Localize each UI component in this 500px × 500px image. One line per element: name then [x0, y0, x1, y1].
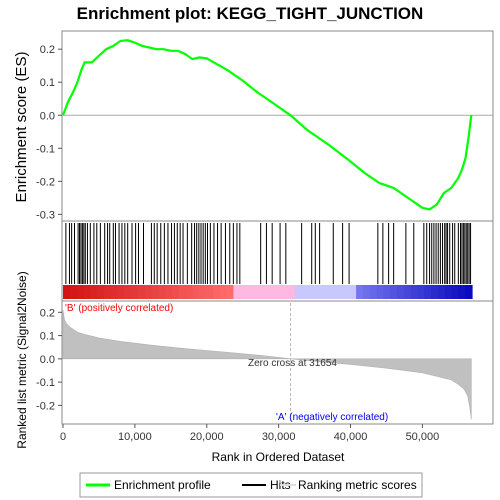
negative-correlation-label: 'A' (negatively correlated): [276, 412, 388, 423]
es-y-tick-label: -0.2: [36, 176, 55, 188]
color-bar-segment: [151, 285, 160, 299]
es-y-tick-label: -0.1: [36, 143, 55, 155]
color-bar-segment: [451, 285, 459, 299]
color-bar-segment: [212, 285, 221, 299]
es-y-tick-label: 0.2: [40, 44, 55, 56]
color-bar-segment: [281, 285, 289, 299]
color-bar-segment: [301, 285, 309, 299]
color-bar-segment: [226, 285, 235, 299]
metric-y-tick-label: -0.1: [36, 377, 55, 389]
color-bar-segment: [308, 285, 316, 299]
color-bar-segment: [131, 285, 139, 299]
zero-cross-label: Zero cross at 31654: [248, 358, 337, 369]
color-bar-segment: [267, 285, 275, 299]
hits-panel: [65, 223, 472, 284]
x-tick-label: 20,000: [190, 431, 224, 443]
color-bar-segment: [144, 285, 153, 299]
es-panel-frame: [61, 30, 494, 222]
metric-y-tick-label: 0.2: [40, 307, 55, 319]
color-bar-segment: [342, 285, 350, 299]
es-y-tick-label: 0.1: [40, 77, 55, 89]
color-bar-segment: [117, 285, 125, 299]
x-tick-label: 30,000: [262, 431, 296, 443]
color-bar-segment: [356, 285, 364, 299]
color-bar-segment: [240, 285, 248, 299]
color-bar-segment: [103, 285, 112, 299]
color-bar-segment: [287, 285, 296, 299]
color-bar-segment: [328, 285, 337, 299]
color-bar-segment: [199, 285, 207, 299]
color-bar-segment: [233, 285, 241, 299]
color-bar-segment: [444, 285, 453, 299]
color-bar-segment: [69, 285, 78, 299]
es-panel: -0.3 -0.2 -0.1 0.0 0.1 0.2: [36, 39, 493, 221]
color-bar-segment: [192, 285, 200, 299]
color-bar-segment: [90, 285, 98, 299]
color-bar-segment: [63, 285, 71, 299]
color-bar-segment: [294, 285, 303, 299]
color-bar-segment: [410, 285, 419, 299]
x-tick-label: 10,000: [118, 431, 152, 443]
color-bar-segment: [206, 285, 214, 299]
metric-y-tick-label: -0.2: [36, 400, 55, 412]
metric-y-tick-label: 0.1: [40, 331, 55, 343]
legend-profile-label: Enrichment profile: [114, 478, 211, 492]
rank-color-bar: [63, 285, 473, 299]
color-bar-segment: [322, 285, 330, 299]
legend-metric-label: Ranking metric scores: [298, 478, 417, 492]
color-bar-segment: [417, 285, 425, 299]
color-bar-segment: [437, 285, 446, 299]
x-axis-label: Rank in Ordered Dataset: [212, 450, 345, 464]
color-bar-segment: [383, 285, 391, 299]
color-bar-segment: [247, 285, 255, 299]
metric-axis-label: Ranked list metric (Signal2Noise): [15, 271, 29, 448]
color-bar-segment: [376, 285, 384, 299]
color-bar-segment: [124, 285, 132, 299]
color-bar-segment: [178, 285, 187, 299]
color-bar-segment: [137, 285, 146, 299]
x-axis: 0 10,000 20,000 30,000 40,000 50,000: [60, 424, 439, 443]
color-bar-segment: [158, 285, 166, 299]
color-bar-segment: [431, 285, 439, 299]
x-tick-label: 40,000: [334, 431, 368, 443]
es-y-tick-label: -0.3: [36, 209, 55, 221]
color-bar-segment: [253, 285, 262, 299]
color-bar-segment: [397, 285, 405, 299]
color-bar-segment: [97, 285, 105, 299]
enrichment-profile-line: [61, 39, 473, 211]
color-bar-segment: [165, 285, 173, 299]
color-bar-segment: [458, 285, 466, 299]
color-bar-segment: [185, 285, 194, 299]
color-bar-segment: [424, 285, 432, 299]
color-bar-segment: [172, 285, 180, 299]
metric-panel: -0.2 -0.1 0.0 0.1 0.2: [36, 303, 472, 424]
metric-y-tick-label: 0.0: [40, 354, 55, 366]
color-bar-segment: [390, 285, 398, 299]
color-bar-segment: [76, 285, 85, 299]
color-bar-segment: [369, 285, 378, 299]
color-bar-segment: [110, 285, 119, 299]
x-tick-label: 0: [60, 431, 66, 443]
color-bar-segment: [83, 285, 91, 299]
color-bar-segment: [335, 285, 344, 299]
color-bar-segment: [349, 285, 357, 299]
color-bar-segment: [465, 285, 473, 299]
color-bar-segment: [219, 285, 228, 299]
chart-title: Enrichment plot: KEGG_TIGHT_JUNCTION: [77, 4, 424, 23]
x-tick-label: 50,000: [406, 431, 440, 443]
color-bar-segment: [362, 285, 371, 299]
es-y-tick-label: 0.0: [40, 110, 55, 122]
metric-area: [62, 309, 472, 420]
positive-correlation-label: 'B' (positively correlated): [65, 303, 173, 314]
color-bar-segment: [315, 285, 323, 299]
es-axis-label: Enrichment score (ES): [13, 52, 30, 203]
color-bar-segment: [403, 285, 412, 299]
color-bar-segment: [274, 285, 282, 299]
color-bar-segment: [260, 285, 269, 299]
